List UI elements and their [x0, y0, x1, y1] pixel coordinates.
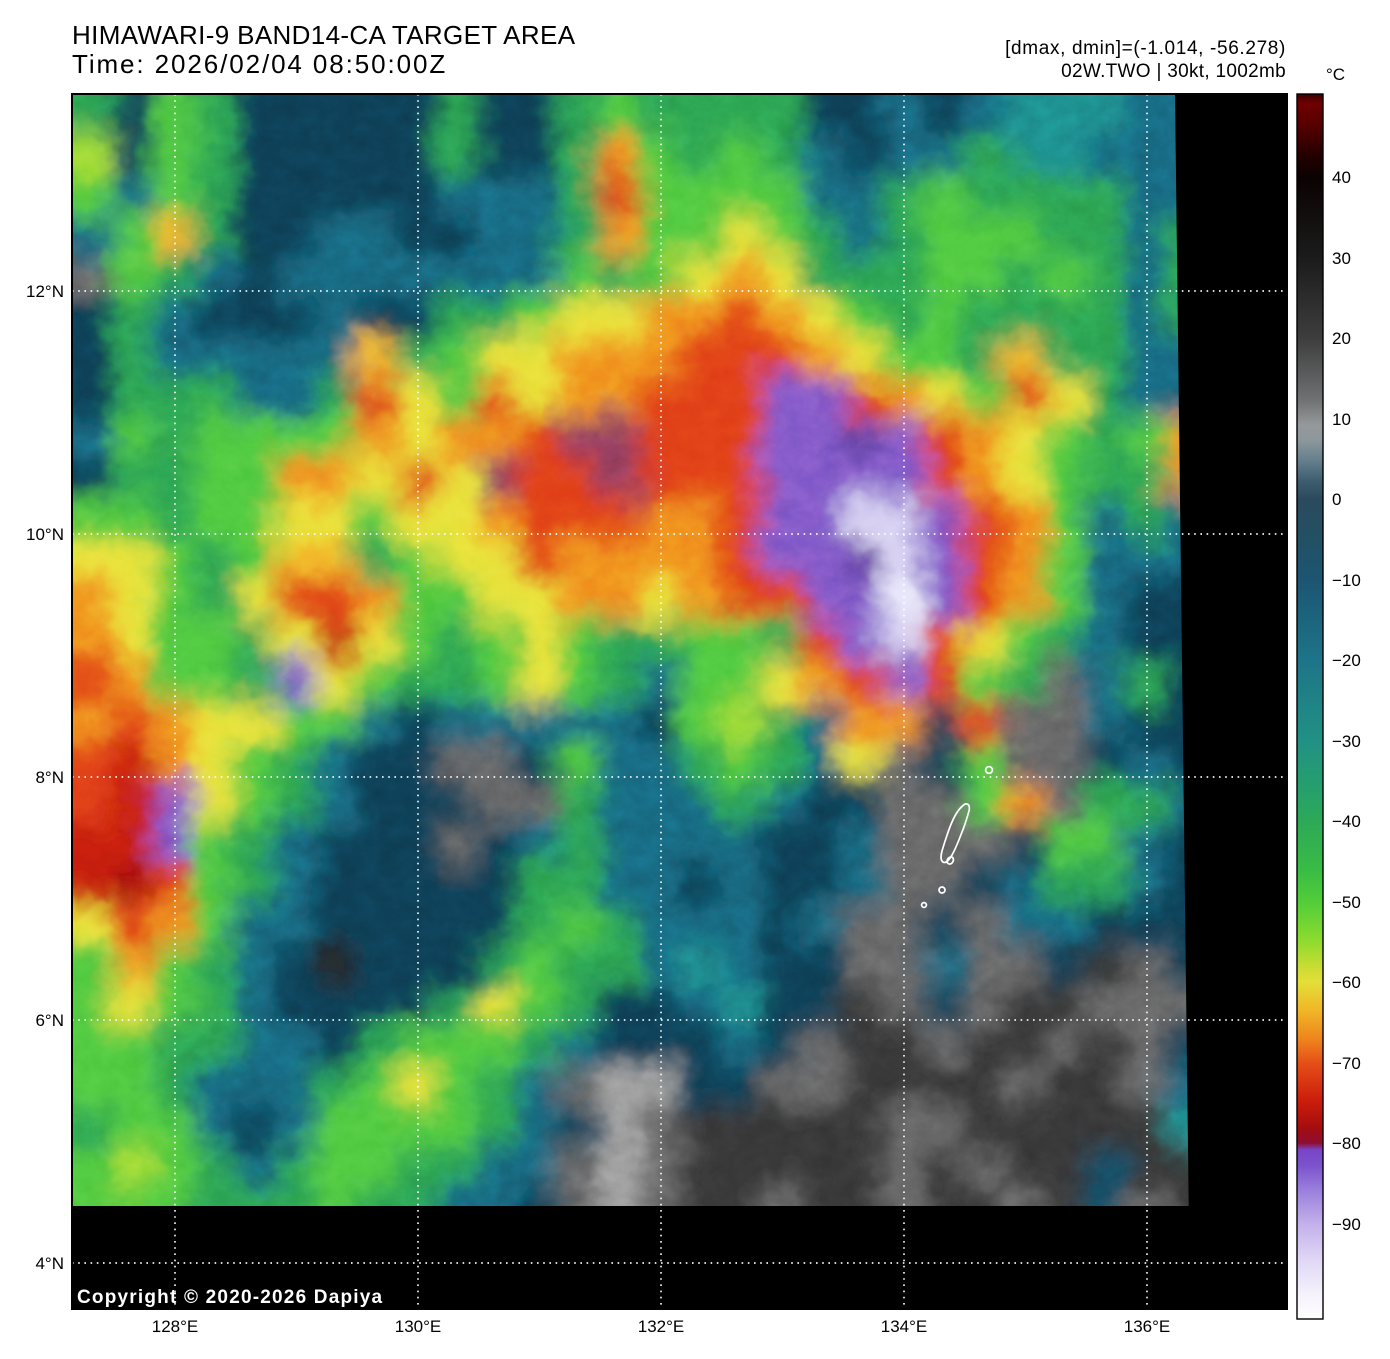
- svg-text:[dmax, dmin]=(-1.014, -56.278): [dmax, dmin]=(-1.014, -56.278): [1005, 38, 1286, 59]
- svg-text:−50: −50: [1332, 893, 1361, 912]
- svg-text:136°E: 136°E: [1124, 1317, 1171, 1336]
- svg-text:°C: °C: [1326, 65, 1345, 84]
- svg-text:30: 30: [1332, 249, 1351, 268]
- svg-text:10°N: 10°N: [26, 525, 64, 544]
- svg-text:128°E: 128°E: [152, 1317, 199, 1336]
- svg-text:Time: 2026/02/04 08:50:00Z: Time: 2026/02/04 08:50:00Z: [72, 49, 447, 79]
- svg-text:−40: −40: [1332, 812, 1361, 831]
- svg-text:Copyright © 2020-2026 Dapiya: Copyright © 2020-2026 Dapiya: [77, 1287, 383, 1308]
- svg-text:−90: −90: [1332, 1215, 1361, 1234]
- svg-text:0: 0: [1332, 490, 1341, 509]
- svg-text:−60: −60: [1332, 973, 1361, 992]
- svg-text:40: 40: [1332, 168, 1351, 187]
- svg-text:−70: −70: [1332, 1054, 1361, 1073]
- svg-text:132°E: 132°E: [638, 1317, 685, 1336]
- svg-text:−80: −80: [1332, 1134, 1361, 1153]
- svg-text:12°N: 12°N: [26, 282, 64, 301]
- svg-text:−20: −20: [1332, 651, 1361, 670]
- svg-text:130°E: 130°E: [395, 1317, 442, 1336]
- svg-text:02W.TWO | 30kt, 1002mb: 02W.TWO | 30kt, 1002mb: [1061, 61, 1286, 82]
- svg-text:−10: −10: [1332, 571, 1361, 590]
- svg-text:134°E: 134°E: [881, 1317, 928, 1336]
- svg-text:8°N: 8°N: [35, 768, 64, 787]
- svg-text:20: 20: [1332, 329, 1351, 348]
- svg-text:−30: −30: [1332, 732, 1361, 751]
- svg-text:4°N: 4°N: [35, 1254, 64, 1273]
- svg-text:HIMAWARI-9 BAND14-CA TARGET AR: HIMAWARI-9 BAND14-CA TARGET AREA: [72, 20, 576, 50]
- svg-text:10: 10: [1332, 410, 1351, 429]
- svg-text:6°N: 6°N: [35, 1011, 64, 1030]
